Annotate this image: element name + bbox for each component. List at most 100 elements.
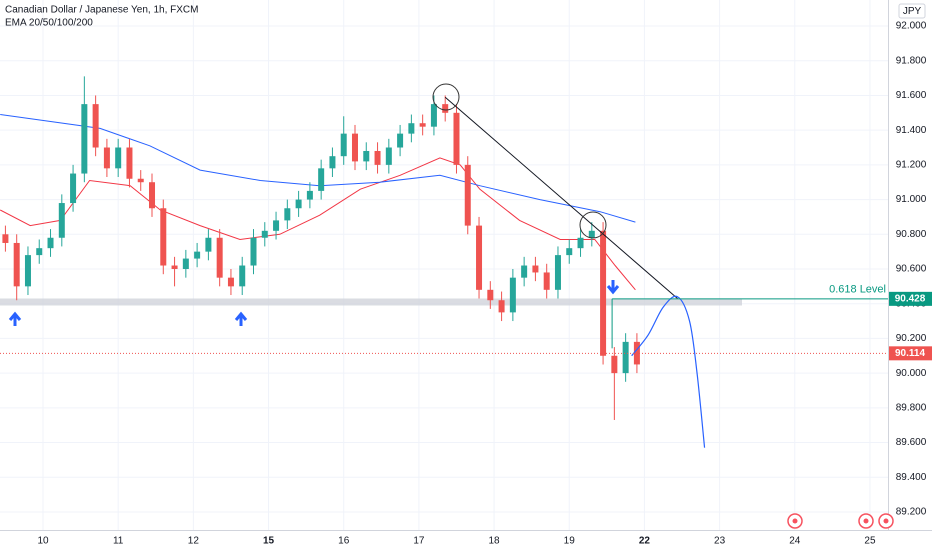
candle-body (577, 237, 584, 249)
candle-body (92, 104, 99, 148)
y-tick-label: 91.600 (896, 90, 927, 101)
y-tick-label: 90.600 (896, 264, 927, 275)
x-tick-label: 16 (338, 536, 350, 547)
candle-body (442, 104, 449, 113)
candle-body (70, 173, 77, 204)
candle-body (374, 150, 381, 165)
y-tick-label: 89.600 (896, 437, 927, 448)
candle-body (160, 208, 167, 266)
candle-body (351, 133, 358, 162)
down-arrow (606, 280, 620, 295)
currency-box[interactable] (898, 3, 926, 19)
candle-body (611, 355, 618, 374)
candle-body (149, 182, 156, 209)
candle-body (205, 237, 212, 252)
chart-subtitle: EMA 20/50/100/200 (5, 18, 93, 29)
y-tick-label: 91.200 (896, 160, 927, 171)
candle-body (340, 133, 347, 157)
candle-body (126, 147, 133, 179)
x-tick-label: 22 (639, 536, 651, 547)
candle-body (171, 265, 178, 269)
currency: JPY (903, 6, 922, 17)
y-tick-label: 90.200 (896, 333, 927, 344)
x-tick-label: 18 (489, 536, 501, 547)
candle-body (194, 251, 201, 259)
candle-body (47, 237, 54, 249)
candle-body (13, 242, 20, 287)
candle-body (58, 203, 65, 238)
y-tick-label: 89.200 (896, 507, 927, 518)
y-tick-label: 89.400 (896, 472, 927, 483)
candle-body (81, 104, 88, 174)
candle-body (532, 265, 539, 273)
level-badge (889, 291, 932, 306)
candle-body (509, 277, 516, 313)
candle-body (273, 220, 280, 231)
pivot-circle (432, 83, 460, 111)
candle-body (622, 341, 629, 374)
price-badge (889, 346, 932, 361)
trendline (444, 96, 678, 299)
up-arrow (8, 311, 22, 326)
up-arrow (234, 311, 248, 326)
event-icons (787, 513, 894, 529)
y-tick-label: 90.800 (896, 229, 927, 240)
pivot-circle (579, 211, 607, 239)
candle-body (566, 248, 573, 256)
candle-body (476, 225, 483, 290)
candle-body (103, 147, 110, 169)
projection (631, 295, 706, 448)
candle-body (498, 300, 505, 313)
candle-body (430, 104, 437, 127)
candle-body (453, 112, 460, 165)
candle-body (261, 230, 268, 238)
candle-body (588, 230, 595, 238)
candle-body (600, 230, 607, 356)
candle-body (2, 234, 9, 243)
candle-body (250, 237, 257, 266)
x-tick-label: 25 (864, 536, 876, 547)
x-tick-label: 17 (413, 536, 425, 547)
candle-body (408, 123, 415, 134)
level-badge-text: 90.428 (895, 293, 926, 304)
candle-body (543, 272, 550, 290)
candle-body (487, 289, 494, 301)
candle-body (227, 277, 234, 287)
candle-body (137, 178, 144, 183)
candle-body (115, 147, 122, 169)
candle-body (24, 255, 31, 287)
candle-body (182, 258, 189, 269)
candle-body (295, 199, 302, 209)
candle-body (385, 147, 392, 165)
x-tick-label: 15 (263, 536, 275, 547)
candle-body (318, 168, 325, 191)
candle-body (36, 248, 43, 256)
level-label: 0.618 Level (829, 284, 886, 296)
candle-body (284, 208, 291, 221)
y-tick-label: 92.000 (896, 21, 927, 32)
y-tick-label: 91.800 (896, 55, 927, 66)
price-badge-text: 90.114 (895, 348, 925, 359)
x-tick-label: 12 (188, 536, 200, 547)
candle-body (464, 164, 471, 226)
y-tick-label: 89.800 (896, 402, 927, 413)
y-tick-label: 91.400 (896, 125, 927, 136)
event-dot (883, 518, 889, 524)
ema-line (0, 157, 636, 291)
x-tick-label: 24 (789, 536, 801, 547)
candle-body (397, 133, 404, 148)
candle-body (419, 123, 426, 127)
x-tick-label: 23 (714, 536, 726, 547)
event-dot (863, 518, 869, 524)
candle-body (363, 150, 370, 162)
candle-body (239, 265, 246, 287)
chart-title: Canadian Dollar / Japanese Yen, 1h, FXCM (5, 5, 198, 16)
candle-body (521, 265, 528, 278)
candle-body (306, 190, 313, 200)
candle-body (329, 156, 336, 169)
y-tick-label: 90.000 (896, 368, 927, 379)
x-tick-label: 19 (564, 536, 576, 547)
